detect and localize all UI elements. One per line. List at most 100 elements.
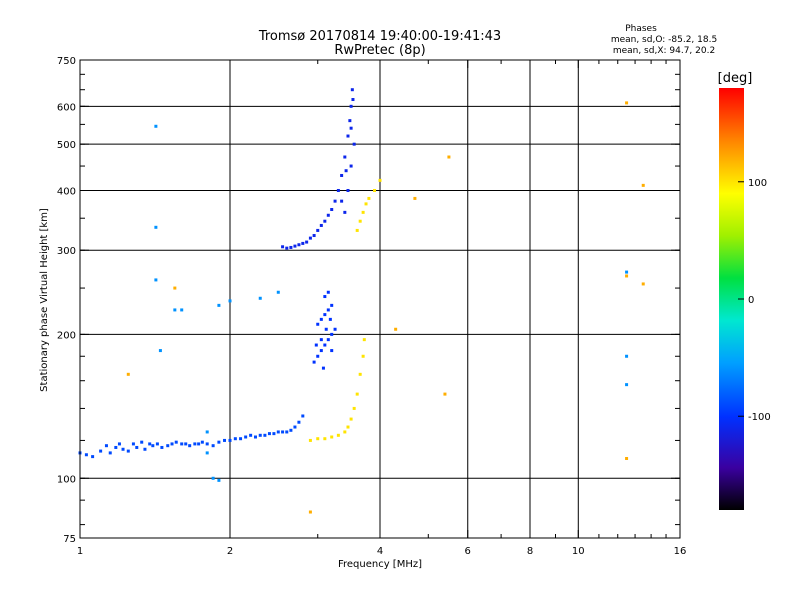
data-point <box>228 438 232 442</box>
data-point <box>316 228 320 232</box>
data-point <box>154 124 158 128</box>
data-point <box>625 101 629 105</box>
data-point <box>272 432 276 436</box>
data-point <box>276 290 280 294</box>
data-point <box>223 438 227 442</box>
data-point <box>625 456 629 460</box>
data-point <box>346 188 350 192</box>
data-point <box>340 199 344 203</box>
data-point <box>285 430 289 434</box>
data-point <box>348 119 352 123</box>
data-point <box>330 303 334 307</box>
grid-lines <box>80 60 680 538</box>
colorbar-tick-label: 100 <box>748 178 767 189</box>
data-point <box>180 442 184 446</box>
data-point <box>173 308 177 312</box>
data-point <box>349 126 353 130</box>
data-point <box>126 449 130 453</box>
data-point <box>319 223 323 227</box>
data-point <box>281 245 285 249</box>
data-point <box>312 360 316 364</box>
data-point <box>319 317 323 321</box>
y-tick-label: 500 <box>57 140 76 151</box>
data-point <box>174 440 178 444</box>
data-points <box>78 88 645 514</box>
data-point <box>352 142 356 146</box>
data-point <box>333 199 337 203</box>
data-point <box>131 442 135 446</box>
y-tick-label: 400 <box>57 186 76 197</box>
data-point <box>99 449 103 453</box>
data-point <box>443 392 447 396</box>
data-point <box>211 444 215 448</box>
data-point <box>361 210 365 214</box>
data-point <box>352 406 356 410</box>
data-point <box>285 246 289 250</box>
data-point <box>349 104 353 108</box>
y-tick-label: 750 <box>57 56 76 67</box>
data-point <box>197 442 201 446</box>
data-point <box>166 444 170 448</box>
axes: 1 2 4 6 8 10 16 75 100 200 300 400 500 600 750 <box>57 56 686 557</box>
y-tick-label: 100 <box>57 474 76 485</box>
data-point <box>336 433 340 437</box>
data-point <box>316 354 320 358</box>
data-point <box>297 420 301 424</box>
data-point <box>263 433 267 437</box>
data-point <box>205 442 209 446</box>
data-point <box>343 210 347 214</box>
data-point <box>211 476 215 480</box>
data-point <box>305 240 309 244</box>
colorbar-ticks: 100 0 -100 <box>738 178 771 423</box>
data-point <box>173 286 177 290</box>
data-point <box>293 244 297 248</box>
data-point <box>326 338 330 342</box>
data-point <box>316 322 320 326</box>
data-point <box>143 447 147 451</box>
data-point <box>114 445 118 449</box>
data-point <box>346 425 350 429</box>
chart-title: Tromsø 20170814 19:40:00-19:41:43 <box>258 29 501 44</box>
data-point <box>154 278 158 282</box>
chart-subtitle: RwPretec (8p) <box>334 43 425 58</box>
colorbar-tick-label: 0 <box>748 295 754 306</box>
data-point <box>217 440 221 444</box>
data-point <box>249 433 253 437</box>
data-point <box>188 444 192 448</box>
data-point <box>308 438 312 442</box>
data-point <box>314 343 318 347</box>
data-point <box>641 183 645 187</box>
x-axis-label: Frequency [MHz] <box>338 559 422 570</box>
colorbar-tick-label: -100 <box>748 412 771 423</box>
data-point <box>276 430 280 434</box>
data-point <box>625 274 629 278</box>
data-point <box>350 88 354 92</box>
data-point <box>323 343 327 347</box>
legend-title: Phases <box>625 24 657 34</box>
data-point <box>308 236 312 240</box>
data-point <box>312 234 316 238</box>
data-point <box>104 444 108 448</box>
data-point <box>301 414 305 418</box>
data-point <box>308 510 312 514</box>
data-point <box>625 354 629 358</box>
data-point <box>253 435 257 439</box>
data-point <box>258 296 262 300</box>
data-point <box>367 196 371 200</box>
data-point <box>160 445 164 449</box>
colorbar-label: [deg] <box>718 71 753 86</box>
data-point <box>355 392 359 396</box>
data-point <box>330 208 334 212</box>
data-point <box>316 437 320 441</box>
data-point <box>205 430 209 434</box>
y-tick-label: 200 <box>57 330 76 341</box>
data-point <box>625 383 629 387</box>
data-point <box>330 435 334 439</box>
data-point <box>200 440 204 444</box>
data-point <box>301 241 305 245</box>
data-point <box>244 435 248 439</box>
data-point <box>193 442 197 446</box>
data-point <box>321 366 325 370</box>
data-point <box>148 442 152 446</box>
legend-o-stats: mean, sd,O: -85.2, 18.5 <box>611 35 717 45</box>
